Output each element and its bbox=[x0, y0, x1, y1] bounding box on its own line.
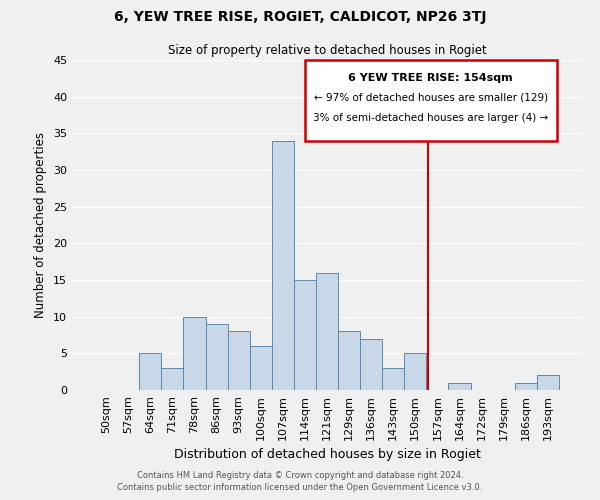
Bar bbox=[515, 382, 537, 390]
Text: 6, YEW TREE RISE, ROGIET, CALDICOT, NP26 3TJ: 6, YEW TREE RISE, ROGIET, CALDICOT, NP26… bbox=[114, 10, 486, 24]
Bar bbox=[227, 332, 250, 390]
Text: 6 YEW TREE RISE: 154sqm: 6 YEW TREE RISE: 154sqm bbox=[349, 73, 513, 83]
FancyBboxPatch shape bbox=[305, 60, 557, 140]
X-axis label: Distribution of detached houses by size in Rogiet: Distribution of detached houses by size … bbox=[173, 448, 481, 461]
Bar bbox=[316, 272, 338, 390]
Bar bbox=[537, 376, 559, 390]
Bar bbox=[250, 346, 272, 390]
Text: 3% of semi-detached houses are larger (4) →: 3% of semi-detached houses are larger (4… bbox=[313, 113, 548, 123]
Bar bbox=[161, 368, 184, 390]
Bar bbox=[206, 324, 227, 390]
Text: Contains HM Land Registry data © Crown copyright and database right 2024.
Contai: Contains HM Land Registry data © Crown c… bbox=[118, 471, 482, 492]
Bar bbox=[184, 316, 206, 390]
Bar bbox=[139, 354, 161, 390]
Title: Size of property relative to detached houses in Rogiet: Size of property relative to detached ho… bbox=[167, 44, 487, 58]
Bar bbox=[382, 368, 404, 390]
Bar bbox=[360, 338, 382, 390]
Bar bbox=[338, 332, 360, 390]
Y-axis label: Number of detached properties: Number of detached properties bbox=[34, 132, 47, 318]
Bar bbox=[272, 140, 294, 390]
Bar bbox=[448, 382, 470, 390]
Bar bbox=[404, 354, 427, 390]
Bar bbox=[294, 280, 316, 390]
Text: ← 97% of detached houses are smaller (129): ← 97% of detached houses are smaller (12… bbox=[314, 93, 548, 103]
